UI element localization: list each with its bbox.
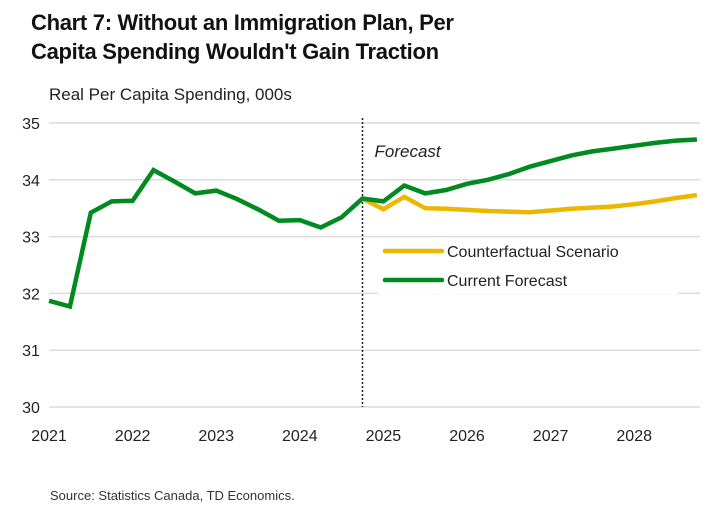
x-tick-label: 2024 (282, 428, 318, 445)
y-tick-label: 34 (22, 173, 40, 190)
gridlines (49, 122, 700, 408)
x-tick-label: 2027 (533, 428, 569, 445)
x-axis-ticks: 2021 2022 2023 2024 2025 2026 2027 2028 (31, 428, 652, 445)
chart-title: Chart 7: Without an Immigration Plan, Pe… (31, 8, 454, 66)
x-tick-label: 2021 (31, 428, 67, 445)
series-lines (48, 137, 698, 310)
y-tick-label: 31 (22, 343, 40, 360)
y-tick-label: 35 (22, 116, 40, 133)
series-line-current-forecast (48, 137, 698, 310)
y-tick-label: 30 (22, 400, 40, 417)
legend: Counterfactual Scenario Current Forecast (378, 238, 678, 294)
chart-title-line-2: Capita Spending Wouldn't Gain Traction (31, 39, 439, 64)
y-axis-ticks: 30 31 32 33 34 35 (22, 116, 40, 417)
x-tick-label: 2022 (115, 428, 151, 445)
x-tick-label: 2023 (198, 428, 234, 445)
chart-title-line-1: Chart 7: Without an Immigration Plan, Pe… (31, 10, 454, 35)
legend-label: Counterfactual Scenario (447, 244, 619, 261)
x-tick-label: 2028 (616, 428, 652, 445)
y-axis-label: Real Per Capita Spending, 000s (49, 85, 292, 104)
y-tick-label: 33 (22, 230, 40, 247)
y-tick-label: 32 (22, 286, 40, 303)
forecast-annotation: Forecast (375, 142, 442, 161)
source-note: Source: Statistics Canada, TD Economics. (50, 488, 295, 503)
legend-label: Current Forecast (447, 273, 568, 290)
x-tick-label: 2026 (449, 428, 485, 445)
x-tick-label: 2025 (366, 428, 402, 445)
series-line-counterfactual-scenario (361, 192, 698, 215)
